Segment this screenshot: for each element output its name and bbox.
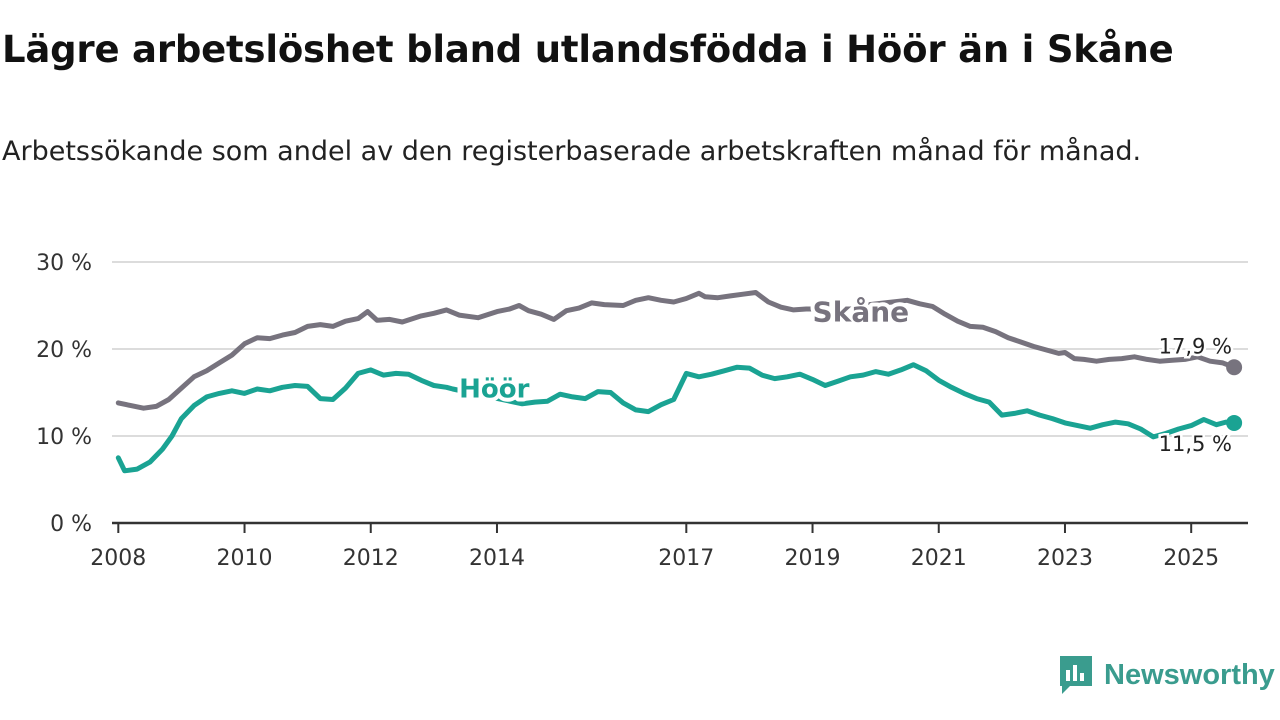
x-tick-label: 2023: [1037, 546, 1093, 571]
endpoint-skane: [1226, 359, 1243, 376]
newsworthy-logo-icon: [1060, 656, 1092, 694]
y-axis-ticks: 0 % 10 % 20 % 30 %: [36, 251, 92, 537]
x-tick-label: 2025: [1163, 546, 1219, 571]
gridlines: [112, 261, 1248, 437]
line-skane: [115, 290, 1237, 411]
series-label-skane: Skåne: [813, 296, 910, 329]
y-tick-label: 20 %: [36, 338, 92, 363]
y-tick-label: 0 %: [50, 512, 92, 537]
chart-subtitle: Arbetssökande som andel av den registerb…: [2, 136, 1142, 167]
x-tick-label: 2021: [911, 546, 967, 571]
end-label-skane: 17,9 %: [1159, 334, 1232, 358]
x-tick-label: 2012: [343, 546, 399, 571]
end-label-hoor: 11,5 %: [1159, 432, 1232, 456]
series-lines: [115, 290, 1243, 474]
endpoint-hoor: [1226, 414, 1243, 431]
brand-name: Newsworthy: [1104, 658, 1275, 691]
x-tick-label: 2019: [785, 546, 841, 571]
chart-title: Lägre arbetslöshet bland utlandsfödda i …: [2, 28, 1174, 71]
y-tick-label: 10 %: [36, 425, 92, 450]
x-tick-label: 2017: [658, 546, 714, 571]
line-hoor: [115, 362, 1237, 474]
x-tick-label: 2010: [217, 546, 273, 571]
newsworthy-brand[interactable]: Newsworthy: [1058, 654, 1275, 696]
line-chart: 0 % 10 % 20 % 30 % 2008 2010 2012 2014 2017 2019…: [36, 251, 1248, 571]
series-label-hoor: Höör: [459, 374, 529, 404]
x-tick-label: 2014: [469, 546, 525, 571]
x-axis: 2008 2010 2012 2014 2017 2019 2021 2023 2025: [90, 521, 1248, 571]
series-labels: Skåne Höör 17,9 % 11,5 %: [455, 292, 1234, 459]
x-tick-label: 2008: [90, 546, 146, 571]
y-tick-label: 30 %: [36, 251, 92, 276]
